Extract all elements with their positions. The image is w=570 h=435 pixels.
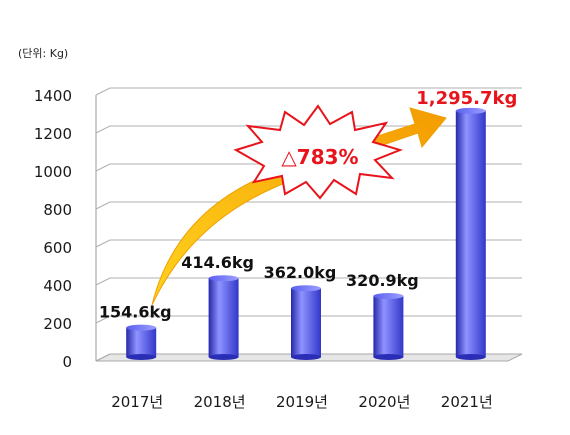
data-label: 362.0kg — [264, 263, 337, 282]
y-tick-label: 200 — [43, 315, 72, 333]
bars — [126, 107, 486, 360]
data-label: 320.9kg — [346, 271, 419, 290]
growth-arrow — [151, 107, 447, 306]
x-tick-label: 2018년 — [194, 393, 246, 411]
y-tick-label: 600 — [43, 239, 72, 257]
data-label: 154.6kg — [99, 303, 172, 322]
bar — [291, 285, 321, 360]
y-tick-label: 1000 — [34, 163, 72, 181]
x-axis-ticks: 2017년 2018년 2019년 2020년 2021년 — [111, 393, 493, 411]
y-tick-label: 400 — [43, 277, 72, 295]
unit-label: (단위: Kg) — [18, 47, 69, 60]
data-label: 1,295.7kg — [416, 88, 517, 109]
y-tick-label: 1400 — [34, 87, 72, 105]
bar — [208, 275, 239, 360]
percent-burst: △783% — [233, 104, 404, 200]
data-labels: 154.6kg 414.6kg 362.0kg 320.9kg 1,295.7kg — [99, 88, 518, 322]
bar — [126, 324, 157, 360]
x-tick-label: 2021년 — [441, 393, 493, 411]
percent-annotation: △783% — [281, 145, 358, 169]
bar — [455, 107, 486, 360]
y-tick-label: 800 — [43, 201, 72, 219]
x-tick-label: 2019년 — [276, 393, 328, 411]
x-tick-label: 2017년 — [111, 393, 163, 411]
bar — [373, 293, 404, 360]
y-axis-ticks: 0 200 400 600 800 1000 1200 1400 — [34, 87, 72, 371]
x-tick-label: 2020년 — [358, 393, 410, 411]
y-tick-label: 0 — [62, 353, 72, 371]
data-label: 414.6kg — [181, 253, 254, 272]
y-tick-label: 1200 — [34, 125, 72, 143]
